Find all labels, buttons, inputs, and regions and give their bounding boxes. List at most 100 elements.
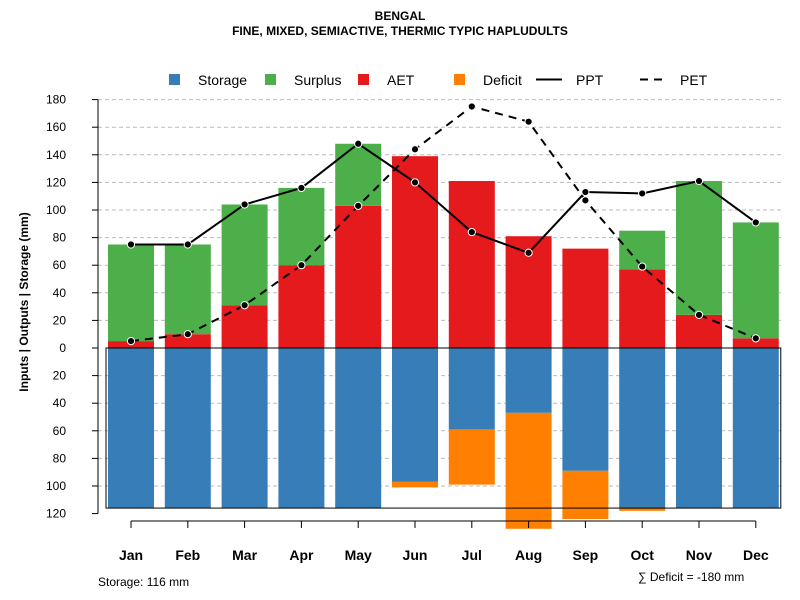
aet-bar-jul [448, 181, 495, 348]
surplus-bar-may [335, 143, 382, 206]
aet-bar-apr [278, 265, 325, 348]
surplus-bar-jan [108, 244, 154, 342]
y-tick-label: 120 [46, 175, 66, 189]
storage-bar-jun [392, 348, 438, 482]
y-tick-label: 100 [46, 479, 66, 493]
y-tick-label: 20 [53, 313, 67, 327]
surplus-bar-apr [278, 187, 325, 266]
pet-line [130, 105, 757, 343]
aet-bar-dec [732, 338, 779, 348]
storage-bar-may [335, 348, 382, 509]
pet-point-may [354, 201, 363, 210]
deficit-bar-aug [505, 412, 552, 529]
legend-label-aet: AET [387, 72, 415, 88]
pet-point-sep [581, 196, 590, 205]
pet-point-apr [297, 261, 306, 270]
pet-point-jan [126, 337, 136, 346]
ppt-point-feb [183, 240, 192, 249]
ppt-point-jun [410, 178, 420, 187]
ppt-point-jul [467, 227, 476, 237]
legend-swatch-surplus [265, 74, 276, 85]
pet-point-feb [183, 330, 192, 339]
x-tick-label-may: May [345, 547, 372, 563]
y-tick-label: 80 [53, 451, 67, 465]
legend-swatch-storage [169, 74, 180, 85]
y-tick-label: 20 [53, 369, 67, 383]
ppt-point-jan [126, 240, 136, 249]
legend-swatch-aet [358, 74, 369, 85]
storage-capacity-frame [105, 347, 782, 509]
surplus-bar-nov [676, 181, 722, 315]
x-tick-label-mar: Mar [232, 547, 257, 563]
storage-note: Storage: 116 mm [98, 575, 190, 589]
aet-bar-sep [562, 248, 609, 348]
storage-bar-jan [108, 348, 154, 509]
ppt-point-mar [240, 200, 249, 209]
ppt-point-apr [297, 183, 306, 193]
y-tick-label: 0 [59, 341, 66, 355]
y-tick-label: 60 [53, 258, 67, 272]
ppt-point-oct [638, 189, 647, 198]
y-tick-label: 180 [46, 93, 66, 107]
aet-bar-mar [221, 305, 268, 348]
x-tick-label-feb: Feb [175, 547, 200, 563]
ppt-point-aug [524, 248, 533, 257]
chart-title: BENGAL [374, 9, 426, 23]
pet-point-nov [694, 310, 704, 319]
chart-subtitle: FINE, MIXED, SEMIACTIVE, THERMIC TYPIC H… [232, 24, 568, 38]
lines [126, 102, 760, 346]
storage-bar-dec [732, 348, 779, 509]
pet-point-jun [410, 145, 420, 154]
y-tick-label: 160 [46, 120, 66, 134]
storage-bar-sep [562, 348, 609, 471]
legend-label-ppt: PPT [576, 72, 604, 88]
pet-point-jul [467, 102, 476, 111]
legend-swatch-deficit [454, 74, 465, 85]
deficit-bar-jul [448, 429, 495, 485]
ppt-point-may [354, 139, 363, 148]
ppt-point-sep [581, 187, 590, 197]
storage-bar-nov [676, 348, 722, 509]
deficit-note: ∑ Deficit = -180 mm [638, 570, 745, 584]
y-tick-label: 140 [46, 148, 66, 162]
surplus-bar-mar [221, 204, 268, 306]
y-tick-label: 60 [53, 424, 67, 438]
x-tick-label-oct: Oct [631, 547, 655, 563]
x-tick-label-apr: Apr [289, 547, 314, 563]
legend-label-pet: PET [680, 72, 708, 88]
x-tick-label-jan: Jan [119, 547, 143, 563]
y-tick-label: 40 [53, 396, 67, 410]
bars [105, 143, 782, 529]
ppt-point-dec [751, 218, 760, 227]
x-tick-label-jul: Jul [462, 547, 482, 563]
y-tick-label: 120 [46, 507, 66, 521]
pet-point-mar [240, 301, 249, 310]
ppt-point-nov [694, 176, 704, 186]
storage-bar-feb [164, 348, 211, 509]
pet-point-dec [751, 334, 760, 343]
axes: 180 160 140 120 100 80 60 40 20 0 20 40 60 80 100 120 Ja… [46, 93, 769, 563]
aet-bar-oct [619, 269, 666, 348]
grid-lines [98, 99, 782, 487]
legend-label-deficit: Deficit [483, 72, 522, 88]
deficit-bar-sep [562, 470, 609, 520]
storage-bar-jul [448, 348, 495, 430]
storage-bar-apr [278, 348, 325, 509]
x-tick-label-dec: Dec [743, 547, 769, 563]
pet-point-oct [638, 262, 647, 271]
x-tick-label-aug: Aug [515, 547, 542, 563]
legend: Storage Surplus AET Deficit PPT PET [169, 72, 708, 88]
deficit-bar-jun [392, 481, 438, 488]
aet-bar-jun [392, 156, 438, 348]
x-tick-label-jun: Jun [403, 547, 428, 563]
storage-bar-aug [505, 348, 552, 413]
ppt-line [131, 142, 757, 254]
y-tick-label: 40 [53, 286, 67, 300]
legend-label-storage: Storage [198, 72, 247, 88]
surplus-bar-dec [732, 222, 779, 339]
aet-bar-nov [676, 314, 722, 348]
y-axis-label: Inputs | Outputs | Storage (mm) [17, 212, 31, 391]
storage-bar-oct [619, 348, 666, 509]
y-tick-label: 100 [46, 203, 66, 217]
